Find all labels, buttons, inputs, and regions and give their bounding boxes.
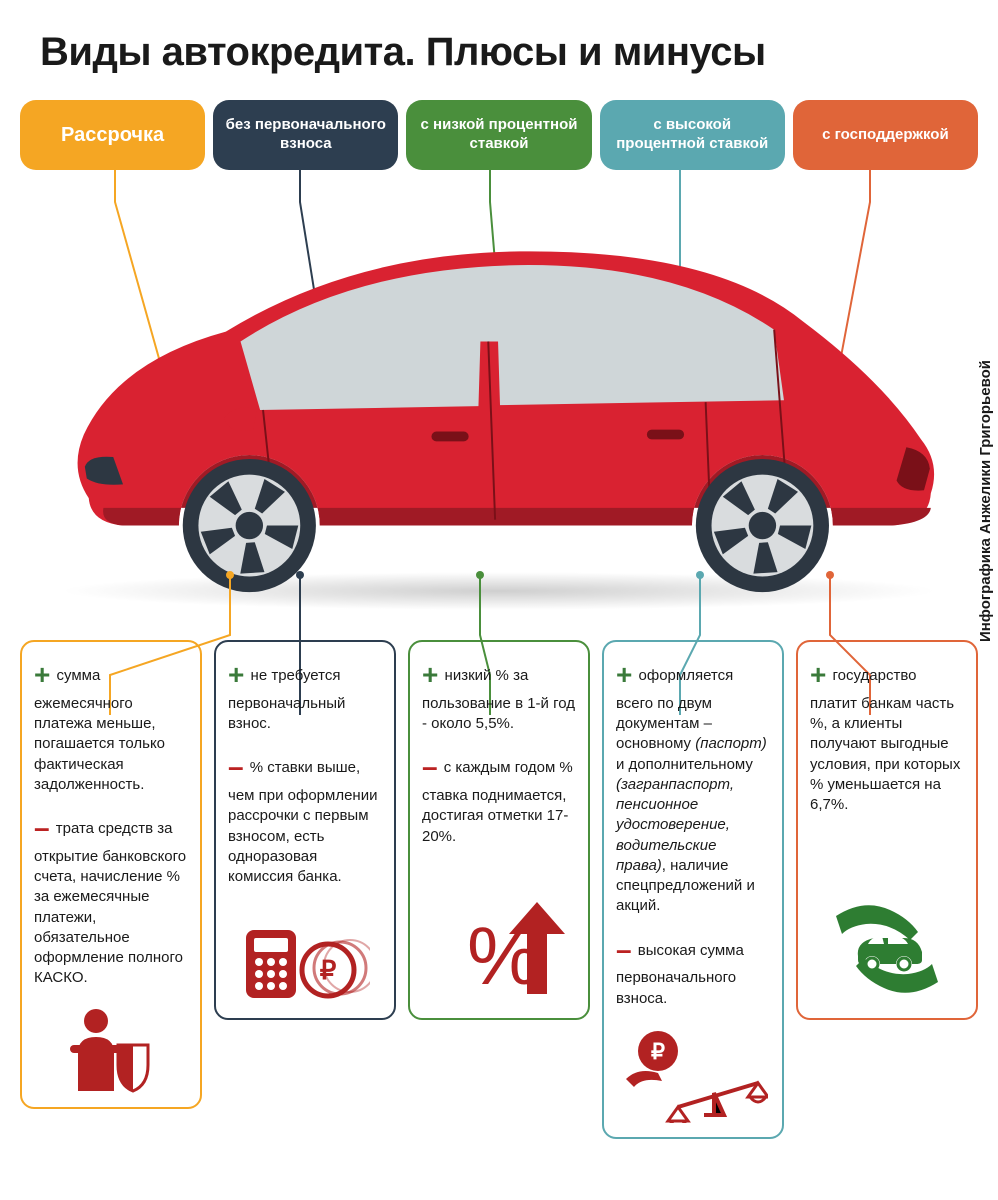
box-high-rate: + оформляется всего по двум документам –… xyxy=(602,640,784,1139)
svg-text:₽: ₽ xyxy=(320,955,337,985)
page-title: Виды автокредита. Плюсы и минусы xyxy=(0,0,998,85)
car-svg xyxy=(30,210,970,610)
box-installment: + сумма ежемесячного платежа меньше, пог… xyxy=(20,640,202,1109)
box-no-downpayment: + не требуется первоначальный взнос. – %… xyxy=(214,640,396,1020)
car-illustration xyxy=(20,210,978,620)
pill-no-downpayment: без первоначального взноса xyxy=(213,100,398,170)
pill-installment: Рассрочка xyxy=(20,100,205,170)
plus-text: + сумма ежемесячного платежа меньше, пог… xyxy=(34,656,188,795)
pill-low-rate: с низкой процентной ставкой xyxy=(406,100,591,170)
pill-gov-support: с господдержкой xyxy=(793,100,978,170)
plus-text: + не требуется первоначальный взнос. xyxy=(228,656,382,734)
plus-text: + низкий % за пользование в 1-й год - ок… xyxy=(422,656,576,734)
credit-text: Инфографика Анжелики Григорьевой xyxy=(977,360,994,642)
ruble-scales-icon: ₽ xyxy=(616,1023,770,1123)
calc-coins-icon: ₽ xyxy=(228,924,382,1004)
plus-text: + государство платит банкам часть %, а к… xyxy=(810,656,964,815)
hands-car-icon xyxy=(810,894,964,1004)
svg-text:₽: ₽ xyxy=(651,1039,665,1064)
pill-high-rate: с высокой процентной ставкой xyxy=(600,100,785,170)
box-low-rate: + низкий % за пользование в 1-й год - ок… xyxy=(408,640,590,1020)
percent-arrow-icon: % xyxy=(422,894,576,1004)
pill-row: Рассрочка без первоначального взноса с н… xyxy=(0,85,998,170)
minus-text: – с каждым годом % ставка поднимается, д… xyxy=(422,748,576,847)
box-gov-support: + государство платит банкам часть %, а к… xyxy=(796,640,978,1020)
plus-text: + оформляется всего по двум документам –… xyxy=(616,656,770,917)
minus-text: – высокая сумма первоначального взноса. xyxy=(616,931,770,1009)
minus-text: – % ставки выше, чем при оформлении расс… xyxy=(228,748,382,887)
detail-boxes: + сумма ежемесячного платежа меньше, пог… xyxy=(0,640,998,1159)
person-shield-icon xyxy=(34,1003,188,1093)
minus-text: – трата средств за открытие банковского … xyxy=(34,809,188,989)
